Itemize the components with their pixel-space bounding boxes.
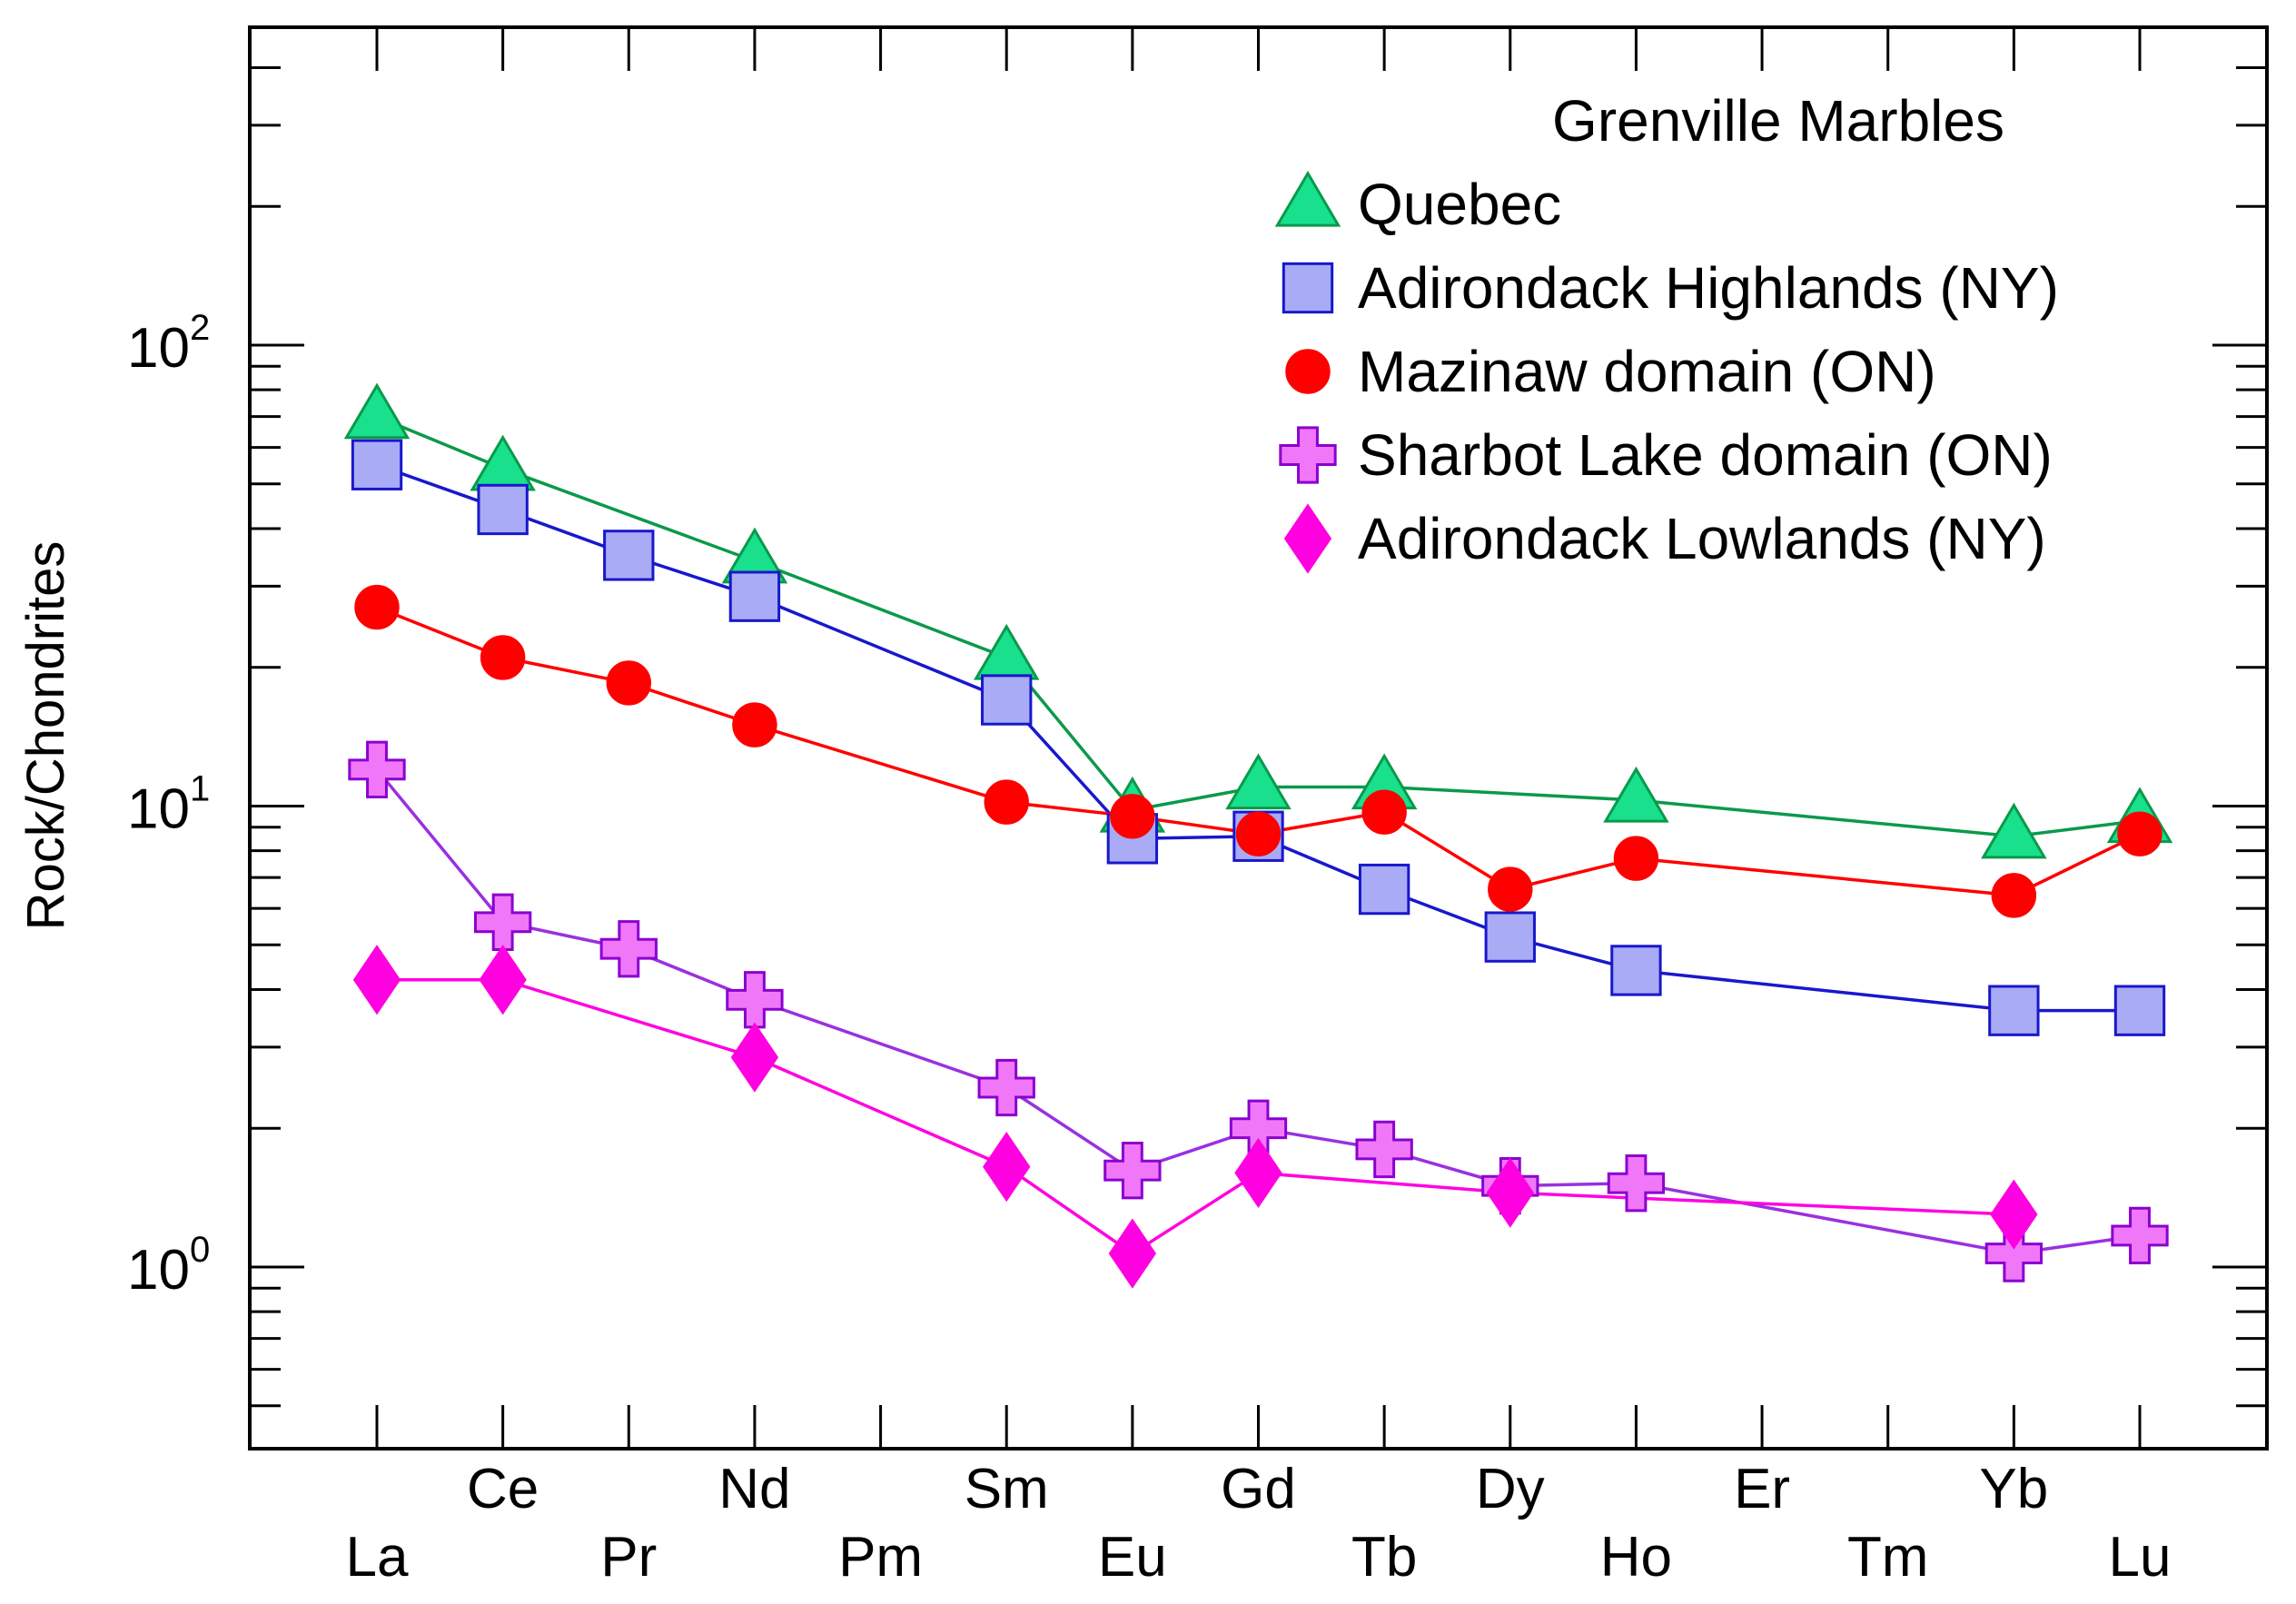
series-line-adirondack-lowlands-ny: [377, 977, 2014, 1256]
data-point-sharbot-lake-domain-on-la: [348, 740, 406, 798]
x-tick-label-er: Er: [1734, 1458, 1790, 1520]
data-point-sharbot-lake-domain-on-nd: [726, 971, 784, 1029]
y-axis-label: Rock/Chondrites: [16, 541, 75, 931]
y-tick-base: 10: [127, 317, 190, 380]
y-tick-label: 100: [127, 1230, 210, 1302]
data-point-adirondack-lowlands-ny-eu: [1108, 1218, 1157, 1289]
data-point-quebec-ce: [470, 434, 536, 491]
y-tick-label: 101: [127, 769, 210, 841]
x-tick-label-pm: Pm: [838, 1526, 923, 1589]
data-point-mazinaw-domain-on-yb: [1991, 873, 2037, 918]
data-point-adirondack-lowlands-ny-nd: [730, 1022, 779, 1093]
data-point-sharbot-lake-domain-on-pr: [599, 920, 658, 978]
data-point-mazinaw-domain-on-la: [354, 584, 400, 630]
legend-label-adirondack-highlands-ny: Adirondack Highlands (NY): [1358, 255, 2059, 321]
data-point-quebec-ho: [1603, 766, 1669, 823]
data-point-mazinaw-domain-on-dy: [1488, 866, 1533, 912]
legend-marker-quebec: [1274, 170, 1341, 227]
data-point-mazinaw-domain-on-nd: [732, 702, 777, 748]
legend-title: Grenville Marbles: [1552, 88, 2004, 153]
series-line-quebec: [376, 414, 2141, 838]
legend-label-mazinaw-domain-on: Mazinaw domain (ON): [1358, 339, 1936, 404]
data-point-quebec-la: [343, 382, 411, 440]
data-point-adirondack-lowlands-ny-yb: [1990, 1179, 2038, 1250]
data-point-mazinaw-domain-on-lu: [2117, 811, 2162, 856]
data-point-adirondack-highlands-ny-lu: [2113, 985, 2166, 1036]
series-markers: [343, 382, 2173, 1289]
x-tick-label-gd: Gd: [1221, 1458, 1296, 1520]
data-point-adirondack-highlands-ny-pr: [603, 530, 655, 581]
data-point-adirondack-highlands-ny-sm: [981, 674, 1033, 726]
x-tick-label-lu: Lu: [2109, 1526, 2172, 1589]
y-tick-base: 10: [127, 778, 190, 841]
data-point-sharbot-lake-domain-on-tb: [1355, 1120, 1413, 1179]
y-tick-label: 102: [127, 308, 210, 380]
data-point-adirondack-lowlands-ny-la: [352, 945, 401, 1015]
series-lines: [375, 414, 2141, 1256]
data-point-mazinaw-domain-on-pr: [606, 660, 651, 706]
data-point-quebec-sm: [973, 623, 1040, 680]
x-tick-label-sm: Sm: [965, 1458, 1049, 1520]
data-point-adirondack-lowlands-ny-sm: [983, 1131, 1031, 1203]
data-point-adirondack-highlands-ny-yb: [1988, 985, 2040, 1036]
data-point-sharbot-lake-domain-on-lu: [2111, 1206, 2169, 1265]
data-point-mazinaw-domain-on-tb: [1361, 789, 1407, 835]
y-tick-exponent: 2: [190, 308, 210, 348]
data-point-adirondack-lowlands-ny-ce: [479, 945, 527, 1015]
data-point-adirondack-highlands-ny-la: [351, 439, 403, 490]
x-tick-label-nd: Nd: [718, 1458, 790, 1520]
legend-label-sharbot-lake-domain-on: Sharbot Lake domain (ON): [1358, 422, 2053, 488]
data-point-sharbot-lake-domain-on-yb: [1984, 1224, 2044, 1282]
y-tick-exponent: 0: [190, 1230, 210, 1270]
x-tick-label-yb: Yb: [1979, 1458, 2048, 1520]
data-point-sharbot-lake-domain-on-eu: [1103, 1142, 1162, 1200]
x-tick-label-tb: Tb: [1351, 1526, 1417, 1589]
data-point-quebec-yb: [1981, 802, 2047, 859]
legend-marker-sharbot-lake-domain-on: [1279, 426, 1337, 484]
data-point-mazinaw-domain-on-eu: [1110, 794, 1155, 839]
data-point-sharbot-lake-domain-on-ho: [1607, 1154, 1666, 1213]
legend-label-adirondack-lowlands-ny: Adirondack Lowlands (NY): [1358, 506, 2046, 571]
x-tick-label-eu: Eu: [1098, 1526, 1167, 1589]
x-tick-label-ho: Ho: [1600, 1526, 1672, 1589]
legend: Grenville Marbles Quebec Adirondack Highl…: [1274, 88, 2059, 574]
data-point-adirondack-highlands-ny-nd: [728, 570, 781, 622]
data-point-adirondack-highlands-ny-tb: [1358, 863, 1410, 916]
data-point-adirondack-lowlands-ny-dy: [1486, 1157, 1534, 1228]
data-point-mazinaw-domain-on-ho: [1613, 836, 1659, 881]
data-point-adirondack-highlands-ny-dy: [1484, 911, 1536, 963]
plot-frame: [248, 25, 2269, 1451]
x-tick-label-pr: Pr: [600, 1526, 657, 1589]
data-point-adirondack-highlands-ny-ce: [477, 483, 529, 536]
data-point-mazinaw-domain-on-gd: [1235, 811, 1282, 856]
legend-marker-mazinaw-domain-on: [1285, 349, 1331, 394]
data-point-mazinaw-domain-on-sm: [984, 779, 1029, 825]
data-point-adirondack-highlands-ny-ho: [1610, 945, 1662, 996]
y-tick-exponent: 1: [190, 769, 210, 809]
legend-marker-adirondack-highlands-ny: [1282, 262, 1334, 314]
x-tick-label-tm: Tm: [1847, 1526, 1929, 1589]
data-point-sharbot-lake-domain-on-ce: [473, 893, 532, 951]
legend-label-quebec: Quebec: [1358, 172, 1561, 237]
data-point-quebec-gd: [1225, 753, 1292, 810]
x-tick-label-la: La: [346, 1526, 409, 1589]
legend-marker-adirondack-lowlands-ny: [1283, 503, 1332, 574]
data-point-mazinaw-domain-on-ce: [480, 635, 526, 680]
x-tick-label-dy: Dy: [1476, 1458, 1545, 1520]
data-point-adirondack-lowlands-ny-gd: [1234, 1137, 1282, 1209]
y-tick-base: 10: [127, 1239, 190, 1302]
data-point-sharbot-lake-domain-on-sm: [977, 1058, 1035, 1117]
x-tick-label-ce: Ce: [467, 1458, 539, 1520]
